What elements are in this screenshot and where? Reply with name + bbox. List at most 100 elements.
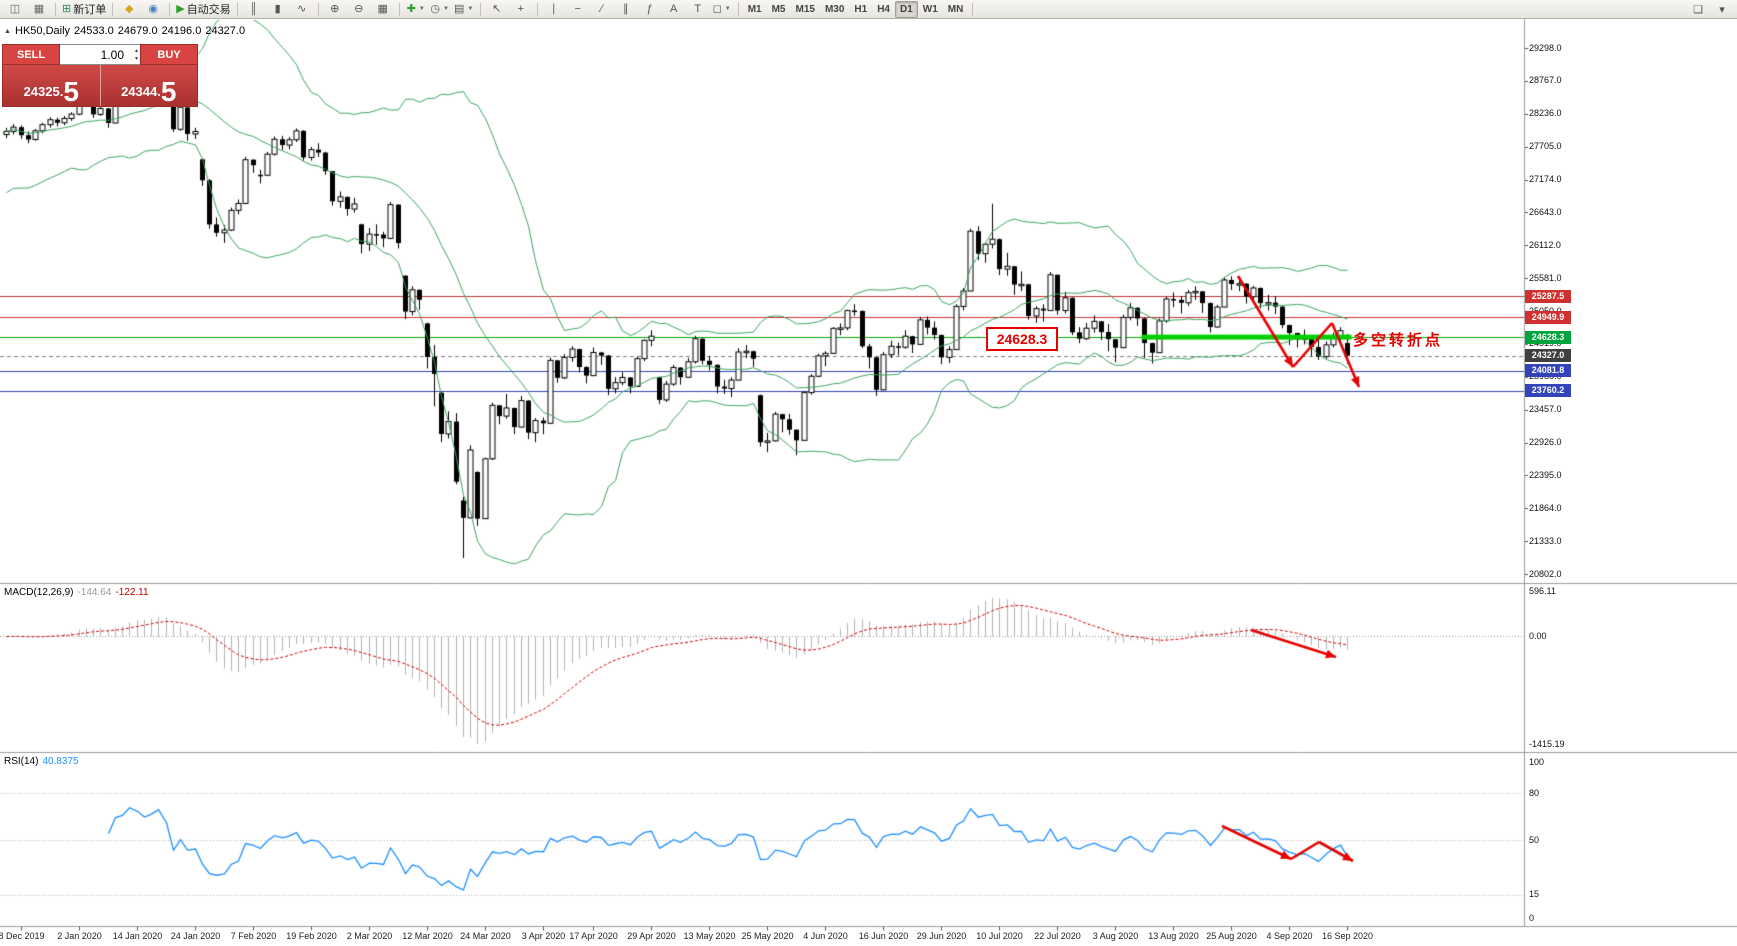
market-icon[interactable]: ◉ [141, 1, 165, 18]
tile-windows-icon[interactable]: ▦ [371, 1, 395, 18]
macd-signal-value: -122.11 [115, 587, 149, 598]
dock-window-icon[interactable]: ❏ [1693, 3, 1703, 16]
zoom-in-icon: ⊕ [330, 2, 340, 15]
toolbar: ◫ ▦ ⊞ 新订单 ◆ ◉ ▶ 自动交易 ║ ▮ ∿ ⊕ ⊖ ▦ ✚ ▼ ◷ ▼ ▤ ▼ ↖ + ∣ − ∕ ∥ ƒ A T ◻ ▼ M1 M5… [0, 0, 1737, 19]
buy-price-big-digit: 5 [160, 75, 177, 107]
chevron-down-icon: ▼ [724, 6, 731, 12]
tf-m15[interactable]: M15 [795, 3, 815, 15]
buy-button[interactable]: BUY [140, 44, 198, 65]
volume-spinner-down-icon[interactable]: ▾ [134, 56, 138, 62]
shapes-icon: ◻ [712, 2, 722, 15]
macd-main-value: -144.64 [77, 587, 112, 598]
toolbar-separator [972, 2, 974, 16]
vertical-line-icon: ∣ [550, 2, 557, 15]
toolbar-separator [169, 2, 171, 16]
line-chart-icon[interactable]: ∿ [290, 1, 314, 18]
toolbar-separator [236, 2, 238, 16]
zoom-out-icon: ⊖ [354, 2, 364, 15]
templates-icon[interactable]: ▤ ▼ [452, 1, 476, 18]
metaeditor-icon: ◆ [124, 2, 134, 15]
rsi-name: RSI(14) [4, 756, 39, 767]
zoom-in-icon[interactable]: ⊕ [323, 1, 347, 18]
vertical-line-icon[interactable]: ∣ [542, 1, 566, 18]
chevron-down-icon: ▼ [467, 6, 474, 12]
sell-price-small-digits: 24325. [23, 84, 64, 99]
label-icon: T [694, 2, 702, 15]
templates-icon: ▤ [454, 2, 465, 15]
toolbar-menu-icon[interactable]: ▾ [1719, 3, 1725, 16]
chart-title: HK50,Daily 24533.0 24679.0 24196.0 24327.0 [15, 25, 249, 37]
ohlc-close: 24327.0 [205, 25, 246, 37]
horizontal-line-icon[interactable]: − [566, 1, 590, 18]
autotrading-button[interactable]: ▶ 自动交易 [174, 1, 232, 18]
autotrading-button: ▶ [176, 2, 185, 15]
tile-windows-icon: ▦ [377, 2, 388, 15]
sell-price-button[interactable]: 24325. 5 [3, 65, 101, 106]
candlestick-chart-icon: ▮ [274, 2, 281, 15]
tf-d1[interactable]: D1 [895, 0, 918, 18]
fibonacci-icon: ƒ [646, 2, 653, 15]
profiles-icon: ▦ [33, 2, 45, 15]
tf-w1[interactable]: W1 [922, 3, 938, 15]
macd-indicator-label: MACD(12,26,9) -144.64 -122.11 [4, 587, 149, 598]
tf-m5[interactable]: M5 [771, 3, 786, 15]
one-click-trading-panel: SELL 1.00 ▴ ▾ BUY 24325. 5 24344. 5 [2, 44, 198, 107]
zoom-out-icon[interactable]: ⊖ [347, 1, 371, 18]
toolbar-separator [317, 2, 319, 16]
collapse-trade-panel-icon[interactable]: ▲ [4, 28, 11, 35]
tf-h4[interactable]: H4 [877, 3, 890, 15]
price-callout-box[interactable]: 24628.3 [986, 327, 1058, 351]
rsi-indicator-label: RSI(14) 40.8375 [4, 756, 79, 767]
bar-chart-icon: ║ [249, 2, 258, 15]
text-icon: A [670, 2, 678, 15]
bar-chart-icon[interactable]: ║ [242, 1, 266, 18]
ohlc-low: 24196.0 [161, 25, 202, 37]
toolbar-separator [479, 2, 481, 16]
chevron-down-icon: ▼ [443, 6, 449, 12]
volume-value: 1.00 [100, 47, 124, 62]
new-chart-icon: ◫ [9, 2, 21, 15]
cursor-icon[interactable]: ↖ [485, 1, 509, 18]
market-icon: ◉ [148, 2, 159, 15]
tf-m1[interactable]: M1 [747, 3, 762, 15]
sell-button[interactable]: SELL [2, 44, 60, 65]
fibonacci-icon[interactable]: ƒ [638, 1, 662, 18]
new-order-button-label: 新订单 [73, 4, 107, 16]
crosshair-icon: + [517, 2, 524, 15]
volume-spinner-up-icon[interactable]: ▴ [134, 48, 138, 54]
tf-m30[interactable]: M30 [824, 3, 845, 15]
shapes-icon[interactable]: ◻ ▼ [710, 1, 734, 18]
toolbar-separator [737, 2, 739, 16]
toolbar-separator [536, 2, 538, 16]
candlestick-chart-icon[interactable]: ▮ [266, 1, 290, 18]
buy-price-button[interactable]: 24344. 5 [100, 65, 197, 107]
channel-icon: ∥ [622, 2, 629, 15]
text-icon[interactable]: A [662, 1, 686, 18]
chevron-down-icon: ▼ [418, 6, 425, 12]
volume-spinner[interactable]: ▴ ▾ [135, 47, 138, 63]
channel-icon[interactable]: ∥ [614, 1, 638, 18]
tf-mn[interactable]: MN [947, 3, 964, 15]
rsi-value: 40.8375 [42, 756, 79, 767]
label-icon[interactable]: T [686, 1, 710, 18]
macd-name: MACD(12,26,9) [4, 587, 74, 598]
autotrading-button-label: 自动交易 [186, 4, 231, 16]
new-order-button[interactable]: ⊞ 新订单 [60, 1, 108, 18]
metaeditor-icon[interactable]: ◆ [117, 1, 141, 18]
volume-input[interactable]: 1.00 ▴ ▾ [60, 44, 140, 65]
crosshair-icon[interactable]: + [509, 1, 533, 18]
new-chart-icon[interactable]: ◫ [3, 1, 27, 18]
ohlc-high: 24679.0 [117, 25, 158, 37]
periods-icon: ◷ [430, 2, 441, 15]
periods-icon[interactable]: ◷ ▼ [428, 1, 452, 18]
chart-symbol-period: HK50,Daily [15, 25, 71, 37]
sell-price-big-digit: 5 [63, 75, 79, 107]
tf-h1[interactable]: H1 [854, 3, 868, 15]
profiles-icon[interactable]: ▦ [27, 1, 51, 18]
trendline-icon[interactable]: ∕ [590, 1, 614, 18]
indicators-add-icon: ✚ [406, 2, 416, 15]
ohlc-open: 24533.0 [74, 25, 114, 37]
indicators-add-icon[interactable]: ✚ ▼ [404, 1, 428, 18]
